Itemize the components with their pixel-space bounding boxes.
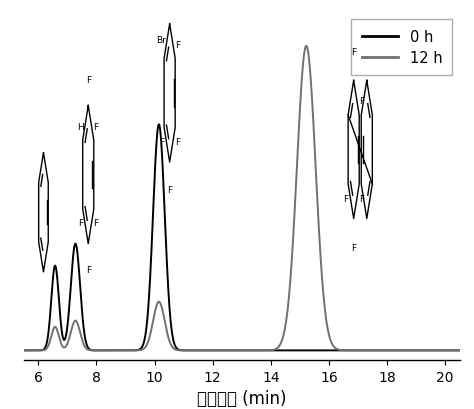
Text: F: F: [359, 195, 364, 204]
12 h: [43, 347, 48, 352]
Text: F: F: [167, 186, 172, 195]
0 h: [156, 123, 162, 128]
0 h: [179, 348, 184, 353]
Text: F: F: [78, 218, 83, 227]
Text: F: F: [93, 123, 99, 132]
0 h: [21, 348, 27, 353]
0 h: [298, 348, 304, 353]
Text: H: H: [77, 123, 84, 132]
Text: F: F: [86, 76, 91, 85]
Legend: 0 h, 12 h: 0 h, 12 h: [351, 20, 453, 76]
Text: F: F: [343, 195, 348, 204]
12 h: [303, 44, 309, 49]
0 h: [381, 348, 386, 353]
12 h: [279, 339, 284, 344]
Line: 0 h: 0 h: [24, 125, 460, 351]
0 h: [367, 348, 373, 353]
12 h: [344, 348, 350, 353]
12 h: [457, 348, 463, 353]
Text: F: F: [86, 266, 91, 275]
12 h: [179, 348, 184, 353]
Text: F: F: [93, 218, 99, 227]
Text: F: F: [351, 243, 356, 252]
0 h: [457, 348, 463, 353]
X-axis label: 保留时间 (min): 保留时间 (min): [197, 389, 286, 407]
Text: F: F: [351, 48, 356, 57]
Text: F: F: [159, 137, 164, 146]
Text: F: F: [175, 137, 180, 146]
Text: F: F: [175, 41, 180, 50]
12 h: [367, 348, 373, 353]
Text: Br: Br: [156, 36, 166, 45]
0 h: [43, 344, 48, 349]
0 h: [344, 348, 350, 353]
12 h: [21, 348, 27, 353]
12 h: [298, 93, 304, 98]
Text: F: F: [359, 97, 364, 106]
0 h: [279, 348, 284, 353]
Text: F: F: [167, 0, 172, 2]
Line: 12 h: 12 h: [24, 47, 460, 351]
